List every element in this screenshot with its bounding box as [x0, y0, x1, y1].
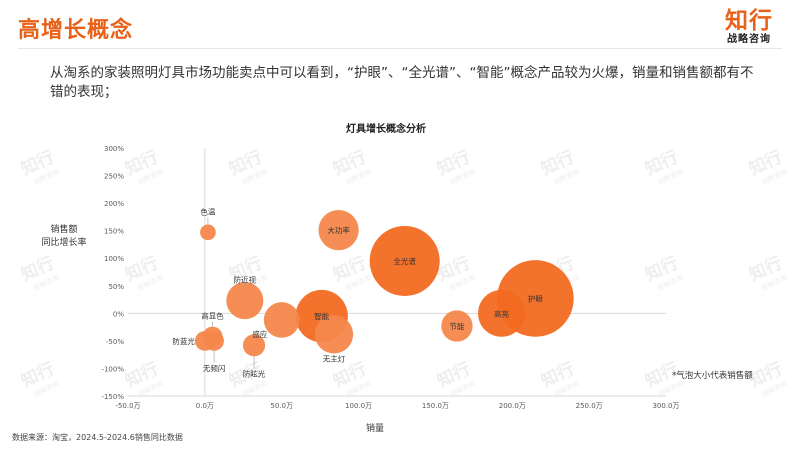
x-tick-label: 250.0万	[576, 402, 603, 410]
chart-title: 灯具增长概念分析	[346, 122, 426, 135]
bubble-label: 感应	[252, 329, 267, 339]
bubble-label: 无频闪	[203, 363, 226, 373]
y-tick-label: 100%	[104, 255, 124, 263]
bubble-label: 防眩光	[243, 368, 266, 378]
bubble-高亮	[478, 289, 526, 337]
bubble-大功率	[318, 210, 359, 251]
bubble-label: 防蓝光	[172, 336, 195, 346]
bubble-label: 色温	[200, 206, 215, 216]
y-tick-label: -100%	[101, 365, 124, 373]
bubble-label: 护眼	[528, 293, 543, 303]
y-tick-label: 150%	[104, 228, 124, 236]
y-axis-label: 销售额	[50, 223, 77, 235]
x-tick-label: -50.0万	[115, 402, 140, 410]
y-tick-label: -50%	[106, 338, 124, 346]
x-tick-label: 200.0万	[499, 402, 526, 410]
y-tick-label: 300%	[104, 145, 124, 153]
y-axis-label: 同比增长率	[41, 236, 86, 248]
bubble-label: 全光谱	[393, 256, 416, 266]
bubble-无频闪	[204, 330, 224, 351]
bubble-色温	[200, 224, 216, 241]
bubble-label: 防近视	[234, 275, 257, 285]
bubble-全光谱	[369, 225, 440, 296]
x-tick-label: 50.0万	[270, 402, 293, 410]
bubble-label: 高显色	[201, 310, 224, 320]
bubble-label: 节能	[449, 321, 464, 331]
x-tick-label: 100.0万	[345, 402, 372, 410]
y-tick-label: 200%	[104, 200, 124, 208]
y-tick-label: 50%	[108, 283, 124, 291]
bubble-label: 无主灯	[323, 353, 346, 363]
bubble-防眩光	[242, 334, 266, 357]
bubble-label: 智能	[314, 311, 329, 321]
bubble-感应	[263, 302, 300, 338]
y-tick-label: -150%	[101, 393, 124, 401]
bubble-无主灯	[314, 315, 354, 354]
bubble-label: 高亮	[494, 308, 509, 318]
logo-sub-text: 战略咨询	[727, 34, 771, 45]
y-tick-label: 250%	[104, 173, 124, 181]
bubble-节能	[441, 310, 473, 342]
title-divider	[18, 48, 782, 49]
logo-main-text: 知行	[725, 8, 773, 34]
brand-logo: 知行 战略咨询	[714, 8, 784, 46]
bubble-label: 大功率	[327, 225, 350, 235]
intro-text: 从淘系的家装照明灯具市场功能卖点中可以看到，“护眼”、“全光谱”、“智能”概念产…	[50, 65, 754, 100]
x-axis-label: 销量	[366, 422, 384, 434]
x-tick-label: 0.0万	[196, 402, 214, 410]
data-source-note: 数据来源：淘宝，2024.5-2024.6销售同比数据	[12, 433, 183, 442]
bubble-size-note: *气泡大小代表销售额	[672, 370, 753, 381]
x-tick-label: 300.0万	[652, 402, 679, 410]
y-tick-label: 0%	[113, 310, 124, 318]
page-title: 高增长概念	[18, 18, 134, 43]
x-tick-label: 150.0万	[422, 402, 449, 410]
bubble-防近视	[226, 282, 264, 320]
